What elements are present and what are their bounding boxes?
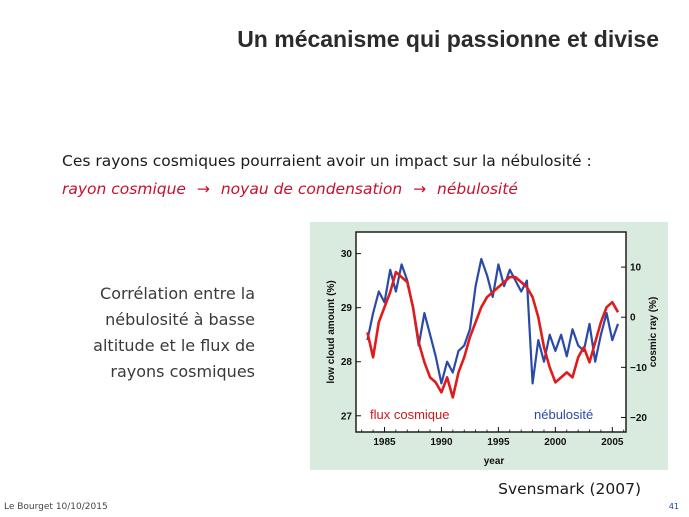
- annotation-nebulosite: nébulosité: [534, 407, 593, 422]
- series-line-flux-cosmique: [366, 270, 620, 399]
- y-right-tick-label: −10: [630, 363, 647, 374]
- y-axis-left-label: low cloud amount (%): [326, 280, 337, 383]
- y-left-tick-label: 28: [341, 357, 353, 368]
- caption-line: altitude et le flux de: [93, 336, 255, 355]
- x-axis-label: year: [484, 456, 505, 467]
- caption-line: nébulosité à basse: [105, 310, 255, 329]
- correlation-caption: Corrélation entre la nébulosité à basse …: [60, 281, 255, 385]
- y-right-tick-label: −20: [630, 413, 647, 424]
- footer-location-date: Le Bourget 10/10/2015: [4, 502, 108, 512]
- x-tick-label: 1985: [373, 437, 396, 448]
- mechanism-chain: rayon cosmique → noyau de condensation →…: [62, 180, 518, 198]
- plot-frame: [355, 231, 627, 433]
- cloud-cosmic-ray-chart: 1985 1990 1995 2000 2005 27 28 29 30 −20 −10 0 10 lo…: [326, 231, 659, 467]
- chain-step-cloudiness: nébulosité: [437, 180, 518, 198]
- caption-line: Corrélation entre la: [100, 284, 255, 303]
- chain-step-cosmic-ray: rayon cosmique: [62, 180, 186, 198]
- page-number: 41: [668, 502, 679, 511]
- y-axis-right-label: cosmic ray (%): [648, 297, 659, 368]
- caption-line: rayons cosmiques: [110, 362, 255, 381]
- x-tick-label: 2005: [601, 437, 624, 448]
- y-left-tick-label: 29: [341, 303, 353, 314]
- arrow-icon: →: [196, 180, 210, 198]
- annotation-flux-cosmique: flux cosmique: [370, 407, 449, 422]
- x-tick-label: 2000: [544, 437, 567, 448]
- figure-credit: Svensmark (2007): [498, 480, 641, 498]
- slide-title: Un mécanisme qui passionne et divise: [237, 26, 659, 52]
- chain-step-condensation-nucleus: noyau de condensation: [220, 180, 403, 198]
- y-left-tick-label: 30: [341, 249, 353, 260]
- y-left-tick-label: 27: [341, 411, 353, 422]
- plot-background: [356, 232, 626, 432]
- figure-panel: 1985 1990 1995 2000 2005 27 28 29 30 −20 −10 0 10 lo…: [310, 222, 668, 470]
- arrow-icon: →: [413, 180, 427, 198]
- y-right-tick-label: 0: [630, 313, 636, 324]
- x-tick-label: 1995: [487, 437, 510, 448]
- intro-text: Ces rayons cosmiques pourraient avoir un…: [62, 152, 592, 170]
- x-tick-label: 1990: [430, 437, 453, 448]
- y-right-tick-label: 10: [630, 263, 642, 274]
